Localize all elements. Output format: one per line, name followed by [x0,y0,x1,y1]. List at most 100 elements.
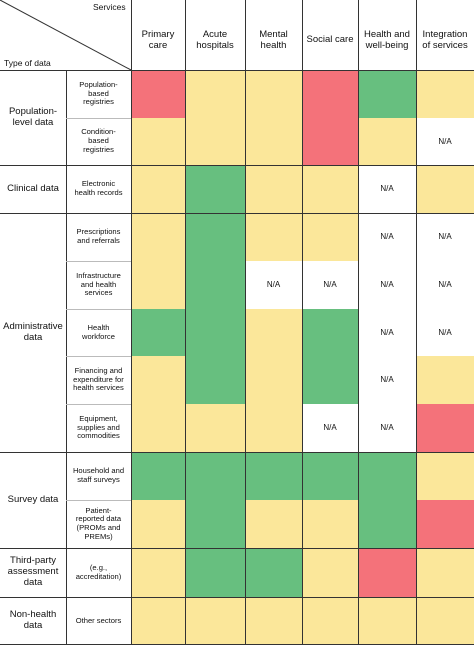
data-type-label: Condition-based registries [81,127,116,154]
matrix-cell [245,404,302,452]
column-divider [302,0,303,645]
matrix-cell [416,261,474,309]
matrix-cell [245,165,302,213]
matrix-cell [131,404,185,452]
na-label: N/A [380,280,394,290]
header-divider [0,70,474,71]
type-of-data-axis-label: Type of data [4,58,51,68]
matrix-cell [358,165,416,213]
na-label: N/A [438,232,452,242]
data-category-label: Population-level data [8,105,58,128]
matrix-cell [131,500,185,548]
matrix-cell [245,70,302,118]
matrix-cell [131,356,185,404]
matrix-cell [416,213,474,261]
category-row-divider [0,548,474,549]
matrix-cell [245,309,302,356]
services-axis-label: Services [93,2,126,12]
matrix-cell [302,404,358,452]
na-label: N/A [323,280,337,290]
matrix-cell [131,452,185,500]
data-type-label: Infrastructure and health services [76,270,121,298]
matrix-cell [358,452,416,500]
data-type-label: Household and staff surveys [72,466,125,484]
corner-diagonal [0,0,131,70]
na-label: N/A [438,327,452,337]
matrix-cell [302,261,358,309]
matrix-cell [302,70,358,118]
service-header: Primary care [141,28,175,51]
matrix-cell [185,213,245,261]
matrix-cell [185,500,245,548]
matrix-cell [185,452,245,500]
category-row-divider [0,452,474,453]
matrix-cell [131,548,185,597]
data-category-label: Non-health data [9,609,57,631]
matrix-cell [358,70,416,118]
matrix-cell [302,597,358,645]
matrix-cell [131,165,185,213]
column-divider [131,0,132,645]
matrix-cell [245,500,302,548]
matrix-cell [416,597,474,645]
matrix-cell [416,404,474,452]
matrix-cell [302,500,358,548]
matrix-cell [416,165,474,213]
service-header: Health and well-being [364,28,410,51]
data-type-label: Patient-reported data (PROMs and PREMs) [75,505,122,541]
column-divider [416,0,417,645]
matrix-cell [185,548,245,597]
na-label: N/A [380,375,394,385]
data-type-label: Equipment, supplies and commodities [77,413,120,441]
data-type-label: Prescriptions and referrals [76,227,121,245]
subrow-divider [66,500,131,501]
matrix-cell [302,118,358,165]
matrix-cell [245,261,302,309]
column-divider [185,0,186,645]
matrix-cell [416,452,474,500]
service-header: Mental health [259,28,288,51]
data-category-label: Administrative data [3,320,63,343]
service-header: Integration of services [422,28,468,51]
na-label: N/A [380,232,394,242]
data-type-label: Electronic health records [74,179,123,197]
matrix-cell [302,213,358,261]
matrix-cell [131,261,185,309]
matrix-cell [358,356,416,404]
matrix-cell [358,548,416,597]
matrix-cell [416,356,474,404]
matrix-cell [131,309,185,356]
matrix-cell [185,261,245,309]
matrix-cell [358,118,416,165]
matrix-cell [358,261,416,309]
matrix-cell [358,404,416,452]
na-label: N/A [323,423,337,433]
matrix-cell [245,356,302,404]
data-type-label: (e.g., accreditation) [75,562,122,581]
service-header: Acute hospitals [196,28,234,51]
matrix-cell [131,597,185,645]
matrix-cell [416,548,474,597]
service-header: Social care [306,34,354,46]
matrix-cell [185,165,245,213]
data-type-label: Health workforce [82,322,115,341]
matrix-cell [302,165,358,213]
matrix-cell [245,118,302,165]
column-divider [358,0,359,645]
matrix-cell [185,356,245,404]
na-label: N/A [438,136,452,146]
matrix-cell [185,70,245,118]
matrix-cell [185,118,245,165]
category-row-divider [0,213,474,214]
matrix-cell [358,597,416,645]
matrix-cell [302,548,358,597]
matrix-cell [245,597,302,645]
matrix-cell [245,548,302,597]
na-label: N/A [380,327,394,337]
matrix-cell [358,500,416,548]
matrix-cell [131,118,185,165]
na-label: N/A [380,423,394,433]
data-type-label: Population-based registries [79,79,118,107]
matrix-cell [245,213,302,261]
